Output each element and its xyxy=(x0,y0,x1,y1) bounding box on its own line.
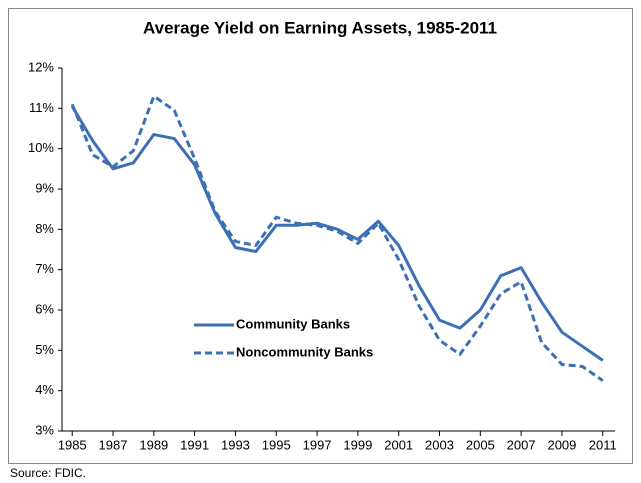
x-tick-label: 1987 xyxy=(99,437,128,452)
x-tick-label: 2009 xyxy=(547,437,576,452)
y-tick-label: 11% xyxy=(29,100,54,115)
x-tick-label: 2003 xyxy=(425,437,454,452)
y-tick-label: 7% xyxy=(35,261,54,276)
y-tick-label: 4% xyxy=(35,382,54,397)
y-tick-label: 12% xyxy=(28,59,54,74)
y-tick-label: 6% xyxy=(35,301,54,316)
y-tick-label: 10% xyxy=(28,140,54,155)
x-tick-label: 1989 xyxy=(139,437,168,452)
y-tick-label: 5% xyxy=(35,342,54,357)
legend-label: Noncommunity Banks xyxy=(236,344,373,359)
x-tick-label: 1985 xyxy=(58,437,87,452)
x-tick-label: 1993 xyxy=(221,437,250,452)
series-line xyxy=(70,94,604,382)
x-tick-label: 1999 xyxy=(343,437,372,452)
source-note: Source: FDIC. xyxy=(10,466,86,480)
x-tick-label: 2007 xyxy=(507,437,536,452)
legend-label: Community Banks xyxy=(236,316,350,331)
x-tick-label: 2005 xyxy=(466,437,495,452)
chart-frame xyxy=(8,8,633,464)
x-tick-label: 2001 xyxy=(384,437,413,452)
x-tick-label: 1997 xyxy=(303,437,332,452)
y-tick-label: 8% xyxy=(35,221,54,236)
x-tick-label: 1995 xyxy=(262,437,291,452)
series-line xyxy=(70,105,604,362)
x-tick-label: 1991 xyxy=(180,437,209,452)
y-tick-label: 9% xyxy=(35,180,54,195)
y-tick-label: 3% xyxy=(35,422,54,437)
x-tick-label: 2011 xyxy=(589,437,617,452)
chart-title: Average Yield on Earning Assets, 1985-20… xyxy=(143,18,497,37)
